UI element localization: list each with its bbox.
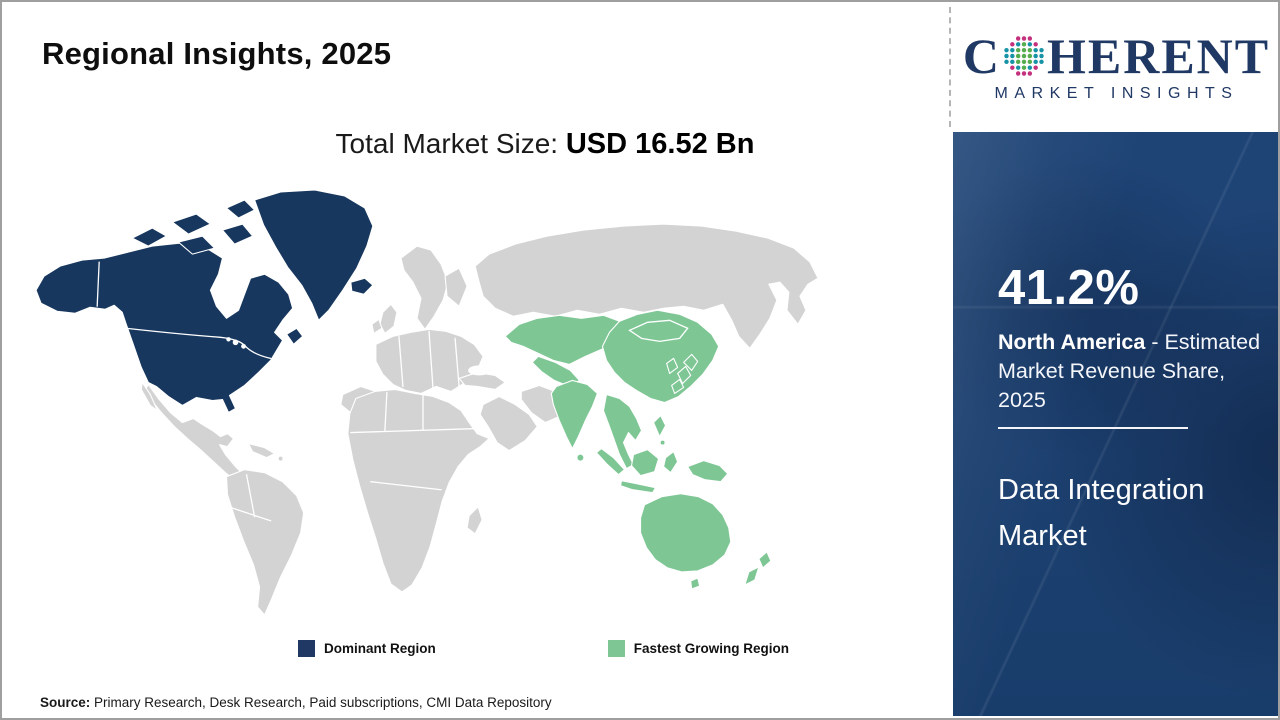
caspian-sea (508, 358, 523, 389)
coherent-globe-icon (1004, 36, 1044, 76)
country-cuba (248, 443, 276, 459)
brand-tagline: MARKET INSIGHTS (994, 85, 1239, 102)
country-newfoundland (286, 327, 304, 345)
country-madagascar (466, 506, 483, 535)
legend-item-dominant: Dominant Region (298, 640, 436, 657)
country-new-zealand-south (744, 566, 760, 586)
arctic-island-3 (177, 235, 216, 255)
country-greenland (254, 189, 374, 321)
europe-border-3 (454, 337, 460, 388)
country-korea (666, 357, 679, 374)
world-map-svg (35, 189, 819, 616)
sidebar-divider-line (998, 427, 1188, 429)
africa-border-1 (350, 427, 478, 434)
market-share-desc-rest: - Estimated Market Revenue Share, 2025 (998, 330, 1261, 412)
legend-swatch-fastest (607, 640, 625, 657)
border-usa-canada (125, 327, 272, 360)
country-japan-north (683, 353, 699, 371)
arctic-island-2 (171, 213, 212, 235)
country-borneo (630, 449, 660, 477)
country-japan-south (671, 378, 685, 395)
country-sulawesi (663, 451, 679, 474)
region-south-america (225, 469, 305, 616)
brand-logo: C (953, 2, 1278, 132)
total-market-size-label: Total Market Size: (335, 128, 566, 159)
sidebar: C (953, 2, 1278, 718)
total-market-size: Total Market Size: USD 16.52 Bn (336, 128, 755, 161)
legend-swatch-dominant (298, 640, 315, 657)
south-america-border-2 (227, 506, 272, 522)
brand-wordmark: C (963, 31, 1270, 81)
africa-border-2 (384, 391, 388, 432)
country-australia (639, 493, 732, 573)
market-share-value: 41.2% (998, 261, 1140, 315)
source-line: Source: Primary Research, Desk Research,… (40, 695, 552, 710)
black-sea (468, 365, 491, 376)
country-tasmania (690, 577, 701, 590)
region-mexico-central-america (143, 383, 247, 484)
country-sri-lanka (576, 453, 585, 462)
market-share-region: North America (998, 330, 1146, 354)
map-legend: Dominant Region Fastest Growing Region (298, 640, 789, 657)
border-mongolia (628, 319, 689, 343)
legend-label-dominant: Dominant Region (324, 641, 436, 656)
country-philippines-south (659, 439, 666, 446)
country-scandinavia (400, 245, 449, 330)
country-new-zealand-north (758, 551, 772, 569)
africa-border-4 (370, 481, 442, 491)
country-new-guinea (687, 460, 729, 483)
region-africa (347, 388, 490, 593)
country-java (619, 480, 657, 494)
country-ireland (371, 318, 383, 334)
border-alaska-canada (96, 261, 100, 307)
region-arabia (479, 395, 538, 452)
europe-border-2 (428, 330, 434, 390)
country-finland (444, 267, 468, 307)
arctic-island-5 (225, 199, 256, 219)
legend-label-fastest: Fastest Growing Region (633, 641, 790, 656)
market-name: Data Integration Market (998, 474, 1205, 552)
brand-letter-c: C (962, 28, 1001, 84)
great-lake-3 (226, 337, 231, 342)
sidebar-panel: 41.2% North America - Estimated Market R… (953, 132, 1278, 716)
great-lake-1 (232, 339, 239, 346)
region-north-america (35, 189, 374, 414)
country-sumatra (595, 448, 626, 476)
country-india (550, 379, 598, 450)
europe-border-1 (398, 335, 404, 388)
world-map (30, 185, 822, 623)
dashed-divider (949, 7, 951, 127)
region-southeast-asia (602, 393, 643, 470)
region-asia-pacific (504, 309, 772, 590)
region-usa-canada-alaska (35, 242, 294, 414)
market-share-description: North America - Estimated Market Revenue… (998, 328, 1262, 415)
legend-item-fastest: Fastest Growing Region (607, 640, 790, 657)
country-hispaniola (277, 455, 284, 462)
great-lake-2 (241, 343, 246, 349)
country-iceland (350, 277, 374, 295)
page-title: Regional Insights, 2025 (42, 36, 392, 71)
country-united-kingdom (379, 303, 398, 334)
source-label: Source: (40, 695, 91, 710)
country-china-mongolia (601, 309, 720, 404)
country-russia (474, 223, 819, 349)
south-america-border-1 (245, 474, 256, 518)
total-market-size-value: USD 16.52 Bn (565, 128, 755, 160)
brand-letters-rest: HERENT (1046, 28, 1271, 84)
region-baja (140, 381, 158, 412)
region-rest-of-world (140, 223, 819, 616)
country-philippines (653, 414, 667, 438)
country-japan-main (677, 365, 692, 384)
arctic-island-1 (131, 227, 167, 247)
source-text: Primary Research, Desk Research, Paid su… (90, 695, 552, 710)
arctic-island-4 (221, 223, 254, 245)
